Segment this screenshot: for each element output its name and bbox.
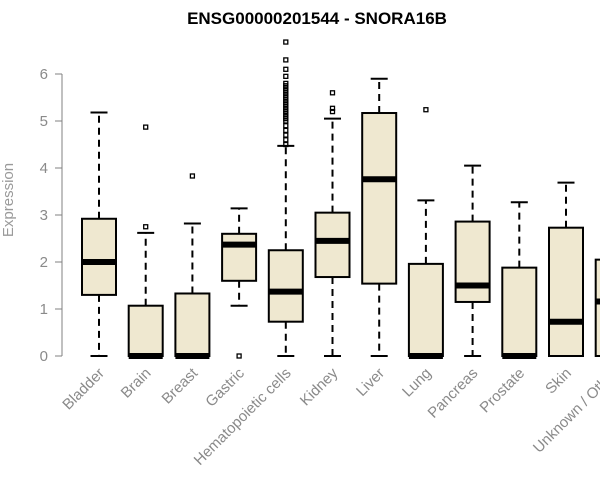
outlier-point: [189, 173, 196, 179]
box-group: [267, 39, 304, 357]
box-iqr: [501, 266, 538, 358]
outlier-point: [283, 80, 289, 87]
y-axis-label: Expression: [0, 163, 17, 237]
outlier-point: [283, 66, 289, 72]
box-iqr: [174, 292, 211, 357]
box-iqr: [548, 226, 584, 357]
box-iqr: [361, 112, 398, 285]
box-group: [314, 90, 351, 357]
box-series: [81, 39, 600, 359]
box-group: [407, 107, 444, 359]
box-group: [454, 164, 491, 357]
outlier-point: [283, 39, 289, 45]
x-category-label: Pancreas: [425, 365, 482, 422]
y-tick-label: 5: [40, 113, 48, 130]
y-tick-label: 2: [40, 254, 48, 271]
y-tick-label: 1: [40, 301, 48, 318]
x-category-label: Lung: [399, 365, 435, 401]
outlier-point: [283, 141, 289, 148]
box-iqr: [267, 249, 304, 323]
outlier-point: [283, 123, 289, 129]
box-group: [81, 111, 117, 357]
box-group: [127, 124, 164, 359]
box-group: [361, 77, 398, 357]
box-group: [221, 207, 258, 359]
outlier-point: [143, 124, 149, 130]
box-group: [594, 258, 600, 357]
outlier-point: [283, 127, 289, 134]
outlier-point: [236, 353, 242, 359]
box-group: [174, 173, 211, 359]
chart-title: ENSG00000201544 - SNORA16B: [187, 9, 447, 28]
box-iqr: [81, 217, 117, 296]
y-axis: 0 1 2 3 4 5 6: [40, 66, 63, 365]
x-category-label: Bladder: [59, 365, 108, 414]
outlier-point: [329, 90, 336, 96]
x-category-label: Liver: [353, 365, 388, 400]
x-category-label: Prostate: [477, 365, 529, 417]
box-group: [548, 181, 584, 357]
x-category-label: Kidney: [297, 364, 342, 409]
y-tick-label: 4: [40, 160, 48, 177]
box-iqr: [127, 304, 164, 357]
y-tick-label: 3: [40, 207, 48, 224]
outlier-point: [283, 57, 289, 63]
box-iqr: [314, 211, 351, 279]
box-iqr: [221, 232, 258, 282]
x-category-label: Breast: [159, 364, 202, 407]
box-iqr: [594, 258, 600, 357]
outlier-point: [329, 105, 336, 111]
x-category-label: Brain: [118, 365, 155, 402]
box-group: [501, 201, 538, 359]
x-category-label: Skin: [542, 365, 575, 398]
outlier-point: [283, 132, 289, 138]
y-tick-label: 0: [40, 348, 48, 365]
y-tick-label: 6: [40, 66, 48, 83]
box-iqr: [454, 220, 491, 303]
outlier-point: [329, 108, 336, 115]
box-iqr: [407, 262, 444, 358]
outlier-point: [283, 137, 289, 143]
outlier-point: [423, 107, 429, 113]
outlier-point: [283, 73, 289, 79]
outlier-point: [143, 224, 149, 230]
x-category-label: Gastric: [202, 364, 248, 410]
